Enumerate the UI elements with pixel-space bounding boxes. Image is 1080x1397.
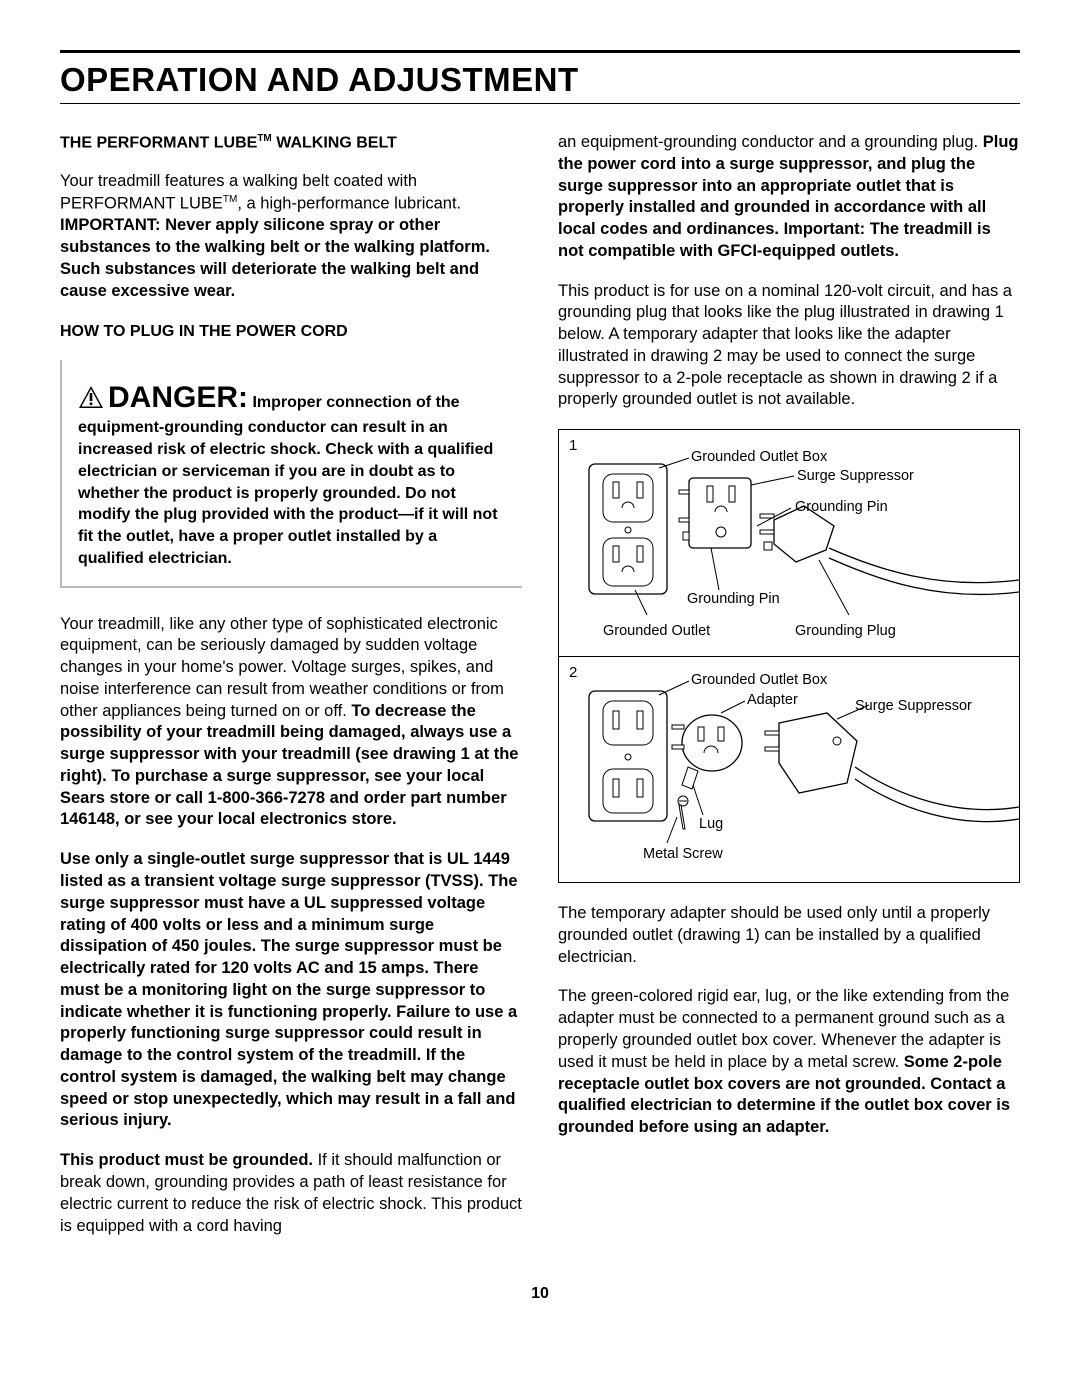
para-surge: Your treadmill, like any other type of s… [60,614,522,832]
label-gpin-a: Grounding Pin [795,498,888,517]
para-ul1449-text: Use only a single-outlet surge suppresso… [60,850,518,1129]
title-underline [60,103,1020,104]
para-right2: This product is for use on a nominal 120… [558,281,1020,412]
para-lube-important: IMPORTANT: Never apply silicone spray or… [60,216,490,299]
subhead-lube-prefix: THE PERFORMANT LUBE [60,134,257,151]
label-outlet-box-2: Grounded Outlet Box [691,671,827,690]
diagram-box: 1 [558,429,1020,883]
tm-mark-2: TM [223,194,237,205]
page-number: 10 [60,1285,1020,1303]
label-goutlet: Grounded Outlet [603,622,710,641]
label-surge-1: Surge Suppressor [797,467,914,486]
danger-rest: Improper connection of the equipment-gro… [78,394,498,567]
label-outlet-box-1: Grounded Outlet Box [691,448,827,467]
para-right3: The temporary adapter should be used onl… [558,903,1020,968]
label-gpin-b: Grounding Pin [687,590,780,609]
label-metal-screw: Metal Screw [643,845,723,864]
danger-box: DANGER: Improper connection of the equip… [60,360,522,588]
top-rule [60,50,1020,53]
diagram-panel-2: 2 [559,656,1019,882]
diagram-panel-1: 1 [559,430,1019,656]
danger-heading: DANGER: Improper connection of the equip… [78,394,498,567]
tm-mark: TM [257,133,271,144]
para-surge-b: To decrease the possibility of your trea… [60,702,518,829]
para-lube: Your treadmill features a walking belt c… [60,171,522,302]
label-gplug: Grounding Plug [795,622,896,641]
left-column: THE PERFORMANT LUBETM WALKING BELT Your … [60,132,522,1255]
page-title: OPERATION AND ADJUSTMENT [60,61,1020,99]
subhead-lube-suffix: WALKING BELT [272,134,397,151]
warning-icon [78,385,104,409]
label-surge-2: Surge Suppressor [855,697,972,716]
para-right4: The green-colored rigid ear, lug, or the… [558,986,1020,1138]
para-grounded-a: This product must be grounded. [60,1151,313,1169]
para-right1: an equipment-grounding conductor and a g… [558,132,1020,263]
label-adapter: Adapter [747,691,798,710]
right-column: an equipment-grounding conductor and a g… [558,132,1020,1255]
para-lube-b: , a high-performance lubricant. [237,195,461,213]
danger-word: DANGER: [108,381,248,414]
subhead-lube: THE PERFORMANT LUBETM WALKING BELT [60,132,522,153]
para-grounded: This product must be grounded. If it sho… [60,1150,522,1237]
two-column-layout: THE PERFORMANT LUBETM WALKING BELT Your … [60,132,1020,1255]
para-right1-b: Plug the power cord into a surge suppres… [558,133,1018,260]
para-ul1449: Use only a single-outlet surge suppresso… [60,849,522,1132]
subhead-plug: HOW TO PLUG IN THE POWER CORD [60,321,522,342]
para-right1-a: an equipment-grounding conductor and a g… [558,133,983,151]
label-lug: Lug [699,815,723,834]
